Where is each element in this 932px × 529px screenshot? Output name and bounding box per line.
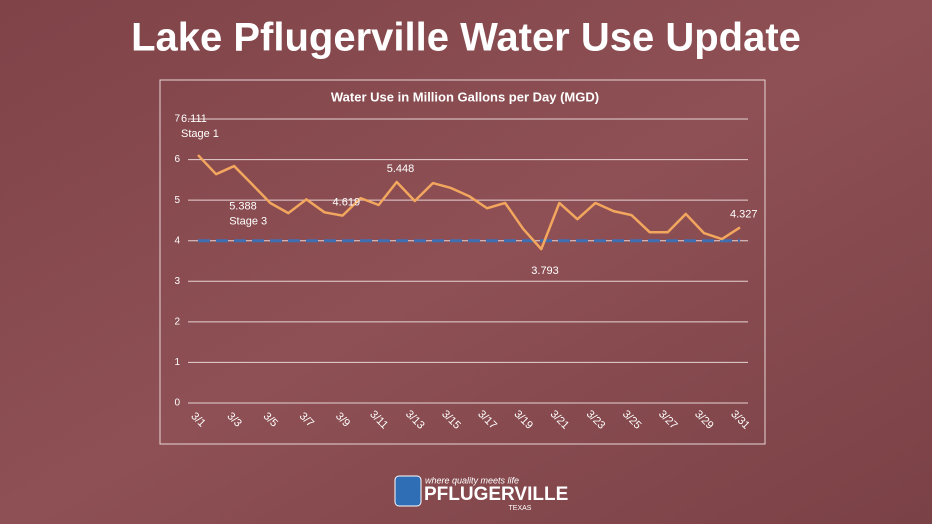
y-tick-label: 0 [174,398,180,409]
data-label: 4.327 [730,208,758,220]
data-label: 6.111 [181,113,207,125]
y-tick-label: 5 [174,195,180,206]
data-label: 5.448 [387,163,415,175]
y-tick-label: 2 [174,316,180,327]
y-tick-label: 7 [174,114,180,125]
chart-title: Water Use in Million Gallons per Day (MG… [331,89,599,104]
data-label: 5.388 [229,200,257,212]
data-note: Stage 3 [229,215,267,227]
y-tick-label: 4 [174,235,180,246]
logo-name: PFLUGERVILLE [424,484,568,505]
logo-sub: TEXAS [509,505,532,512]
data-line [197,154,741,251]
y-tick-label: 6 [174,154,180,165]
logo-tagline: where quality meets life [425,475,519,485]
data-note: Stage 1 [181,128,219,140]
chart-frame [159,79,766,445]
y-tick-label: 3 [174,276,180,287]
data-label: 4.619 [333,197,361,209]
data-label: 3.793 [531,265,559,277]
y-tick-label: 1 [174,357,180,368]
headline: Lake Pflugerville Water Use Update [131,16,801,60]
logo-icon [394,475,422,507]
